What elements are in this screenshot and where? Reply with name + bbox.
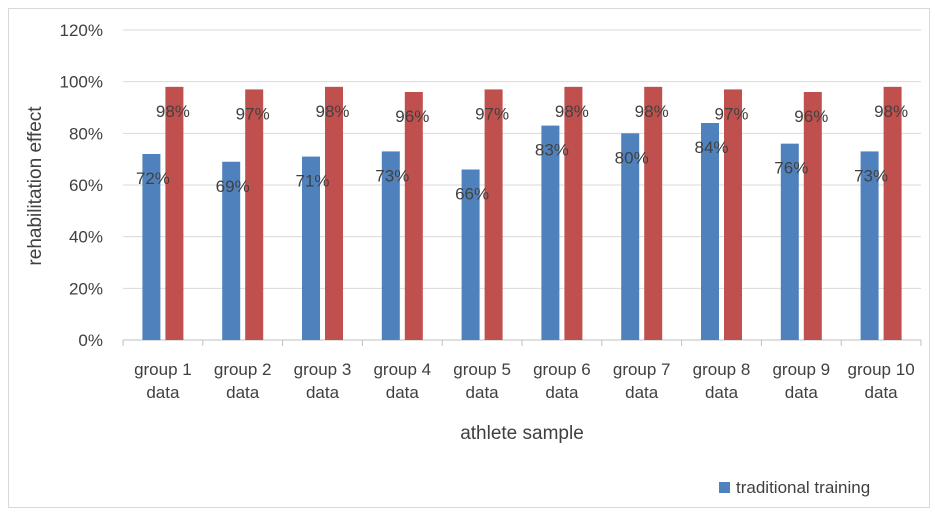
data-label: 73% xyxy=(375,166,409,185)
bar-traditional-training xyxy=(222,161,241,340)
data-labels: 72% 98% 69% 97% 71% 98% 73% 96% 66% 97% 83% 98% 80% 9… xyxy=(136,102,908,204)
y-axis-ticks: 0% 20% 40% 60% 80% 100% 120% xyxy=(60,21,103,350)
legend-label-traditional-training: traditional training xyxy=(736,478,870,497)
bar-traditional-training xyxy=(701,123,719,340)
bar-traditional-training xyxy=(860,151,879,340)
y-axis-title: rehabilitation effect xyxy=(25,106,46,266)
x-tick-label: group 9 data xyxy=(772,360,830,402)
bar-series-2 xyxy=(325,86,343,340)
data-label: 96% xyxy=(794,107,828,126)
data-label: 98% xyxy=(555,102,589,121)
data-label: 98% xyxy=(156,102,190,121)
data-label: 84% xyxy=(694,138,728,157)
x-tick-label: group 1 data xyxy=(134,360,192,402)
y-tick-label: 60% xyxy=(69,176,103,195)
bar-traditional-training xyxy=(461,169,480,340)
bar-series-2 xyxy=(644,86,663,340)
bars xyxy=(142,86,902,341)
data-label: 97% xyxy=(714,104,748,123)
data-label: 98% xyxy=(315,102,349,121)
bar-series-2 xyxy=(404,92,423,340)
x-tick-label: group 8 data xyxy=(693,360,751,402)
data-label: 73% xyxy=(854,166,888,185)
x-tick-label: group 7 data xyxy=(613,360,671,402)
legend-swatch-traditional-training xyxy=(719,482,730,493)
x-tick-label: group 6 data xyxy=(533,360,591,402)
data-label: 66% xyxy=(455,185,489,204)
y-tick-label: 40% xyxy=(69,228,103,247)
x-tick-label: group 4 data xyxy=(373,360,431,402)
data-label: 71% xyxy=(295,172,329,191)
data-label: 96% xyxy=(395,107,429,126)
x-axis-title: athlete sample xyxy=(460,423,584,444)
bar-traditional-training xyxy=(780,143,799,340)
data-label: 98% xyxy=(635,102,669,121)
data-label: 69% xyxy=(216,177,250,196)
bar-series-2 xyxy=(564,86,583,340)
bar-series-2 xyxy=(803,92,822,340)
data-label: 97% xyxy=(236,104,270,123)
y-tick-label: 80% xyxy=(69,124,103,143)
bar-series-2 xyxy=(724,89,742,341)
bar-series-2 xyxy=(484,89,503,341)
x-axis-ticks: group 1 data group 2 data group 3 data group 4… xyxy=(134,360,915,402)
x-tick-label: group 5 data xyxy=(453,360,511,402)
bar-series-2 xyxy=(165,86,184,340)
bar-series-2 xyxy=(883,86,902,340)
bar-traditional-training xyxy=(621,133,640,340)
y-tick-label: 100% xyxy=(60,73,103,92)
bar-traditional-training xyxy=(302,156,320,340)
bar-traditional-training xyxy=(541,125,560,340)
data-label: 98% xyxy=(874,102,908,121)
x-tick-label: group 10 data xyxy=(848,360,915,402)
data-label: 72% xyxy=(136,169,170,188)
x-tick-label: group 2 data xyxy=(214,360,272,402)
y-tick-label: 0% xyxy=(78,331,103,350)
data-label: 76% xyxy=(774,159,808,178)
legend: traditional training xyxy=(719,478,870,497)
y-tick-label: 120% xyxy=(60,21,103,40)
bar-series-2 xyxy=(245,89,264,341)
bar-traditional-training xyxy=(142,154,161,340)
data-label: 80% xyxy=(615,148,649,167)
data-label: 83% xyxy=(535,141,569,160)
bar-traditional-training xyxy=(381,151,400,340)
y-tick-label: 20% xyxy=(69,279,103,298)
data-label: 97% xyxy=(475,104,509,123)
x-tick-label: group 3 data xyxy=(294,360,352,402)
